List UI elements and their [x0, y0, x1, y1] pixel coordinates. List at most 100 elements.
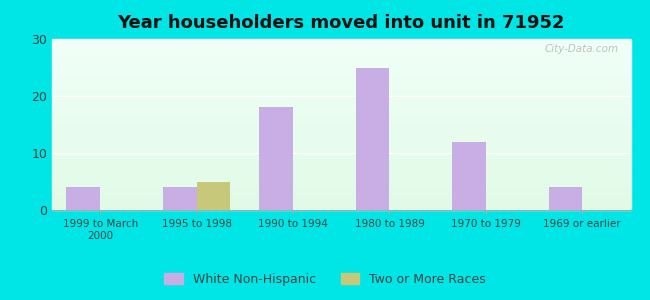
Bar: [52, 116, 630, 118]
Bar: [52, 193, 630, 195]
Bar: [52, 78, 630, 80]
Bar: [52, 205, 630, 207]
Bar: [52, 152, 630, 154]
Bar: [52, 111, 630, 112]
Bar: [52, 157, 630, 159]
Bar: [259, 107, 293, 210]
Bar: [52, 114, 630, 116]
Bar: [52, 66, 630, 68]
Bar: [163, 187, 196, 210]
Bar: [52, 138, 630, 140]
Bar: [52, 118, 630, 119]
Bar: [52, 128, 630, 130]
Bar: [52, 102, 630, 104]
Bar: [52, 190, 630, 191]
Bar: [52, 94, 630, 95]
Bar: [52, 46, 630, 47]
Bar: [52, 135, 630, 137]
Bar: [52, 160, 630, 162]
Bar: [52, 49, 630, 51]
Bar: [52, 119, 630, 121]
Bar: [52, 71, 630, 73]
Bar: [52, 176, 630, 178]
Bar: [52, 181, 630, 183]
Bar: [52, 54, 630, 56]
Bar: [52, 188, 630, 190]
Bar: [52, 162, 630, 164]
Bar: [52, 133, 630, 135]
Bar: [52, 44, 630, 46]
Bar: [52, 41, 630, 42]
Bar: [52, 155, 630, 157]
Bar: [52, 184, 630, 186]
Bar: [52, 39, 630, 41]
Bar: [52, 97, 630, 99]
Bar: [52, 166, 630, 167]
Bar: [52, 70, 630, 71]
Bar: [52, 99, 630, 100]
Bar: [52, 61, 630, 63]
Bar: [52, 130, 630, 131]
Bar: [52, 107, 630, 109]
Bar: [52, 123, 630, 124]
Bar: [66, 187, 100, 210]
Bar: [52, 171, 630, 172]
Bar: [52, 92, 630, 94]
Bar: [52, 42, 630, 44]
Bar: [549, 187, 582, 210]
Bar: [52, 104, 630, 106]
Bar: [52, 179, 630, 181]
Bar: [52, 90, 630, 92]
Bar: [52, 140, 630, 142]
Bar: [52, 85, 630, 87]
Bar: [52, 75, 630, 76]
Bar: [52, 51, 630, 53]
Bar: [52, 58, 630, 59]
Bar: [52, 169, 630, 171]
Bar: [52, 154, 630, 155]
Bar: [52, 95, 630, 97]
Bar: [52, 178, 630, 179]
Bar: [52, 80, 630, 82]
Bar: [52, 53, 630, 54]
Bar: [52, 150, 630, 152]
Bar: [52, 198, 630, 200]
Bar: [52, 148, 630, 150]
Bar: [356, 68, 389, 210]
Bar: [52, 73, 630, 75]
Text: City-Data.com: City-Data.com: [545, 44, 619, 54]
Bar: [52, 112, 630, 114]
Bar: [52, 56, 630, 58]
Bar: [52, 131, 630, 133]
Bar: [52, 121, 630, 123]
Bar: [196, 182, 230, 210]
Bar: [52, 145, 630, 147]
Bar: [52, 88, 630, 90]
Bar: [52, 196, 630, 198]
Bar: [52, 172, 630, 174]
Bar: [52, 142, 630, 143]
Bar: [52, 109, 630, 111]
Bar: [52, 126, 630, 128]
Bar: [52, 63, 630, 65]
Bar: [52, 87, 630, 88]
Bar: [52, 136, 630, 138]
Bar: [52, 191, 630, 193]
Bar: [52, 100, 630, 102]
Bar: [52, 202, 630, 203]
Bar: [52, 76, 630, 78]
Bar: [52, 47, 630, 49]
Bar: [52, 159, 630, 161]
Bar: [52, 183, 630, 184]
Bar: [52, 167, 630, 169]
Bar: [52, 59, 630, 61]
Bar: [52, 83, 630, 85]
Bar: [52, 207, 630, 208]
Bar: [52, 106, 630, 107]
Bar: [52, 174, 630, 176]
Bar: [52, 195, 630, 196]
Bar: [52, 186, 630, 188]
Bar: [52, 208, 630, 210]
Bar: [52, 203, 630, 205]
Bar: [52, 164, 630, 166]
